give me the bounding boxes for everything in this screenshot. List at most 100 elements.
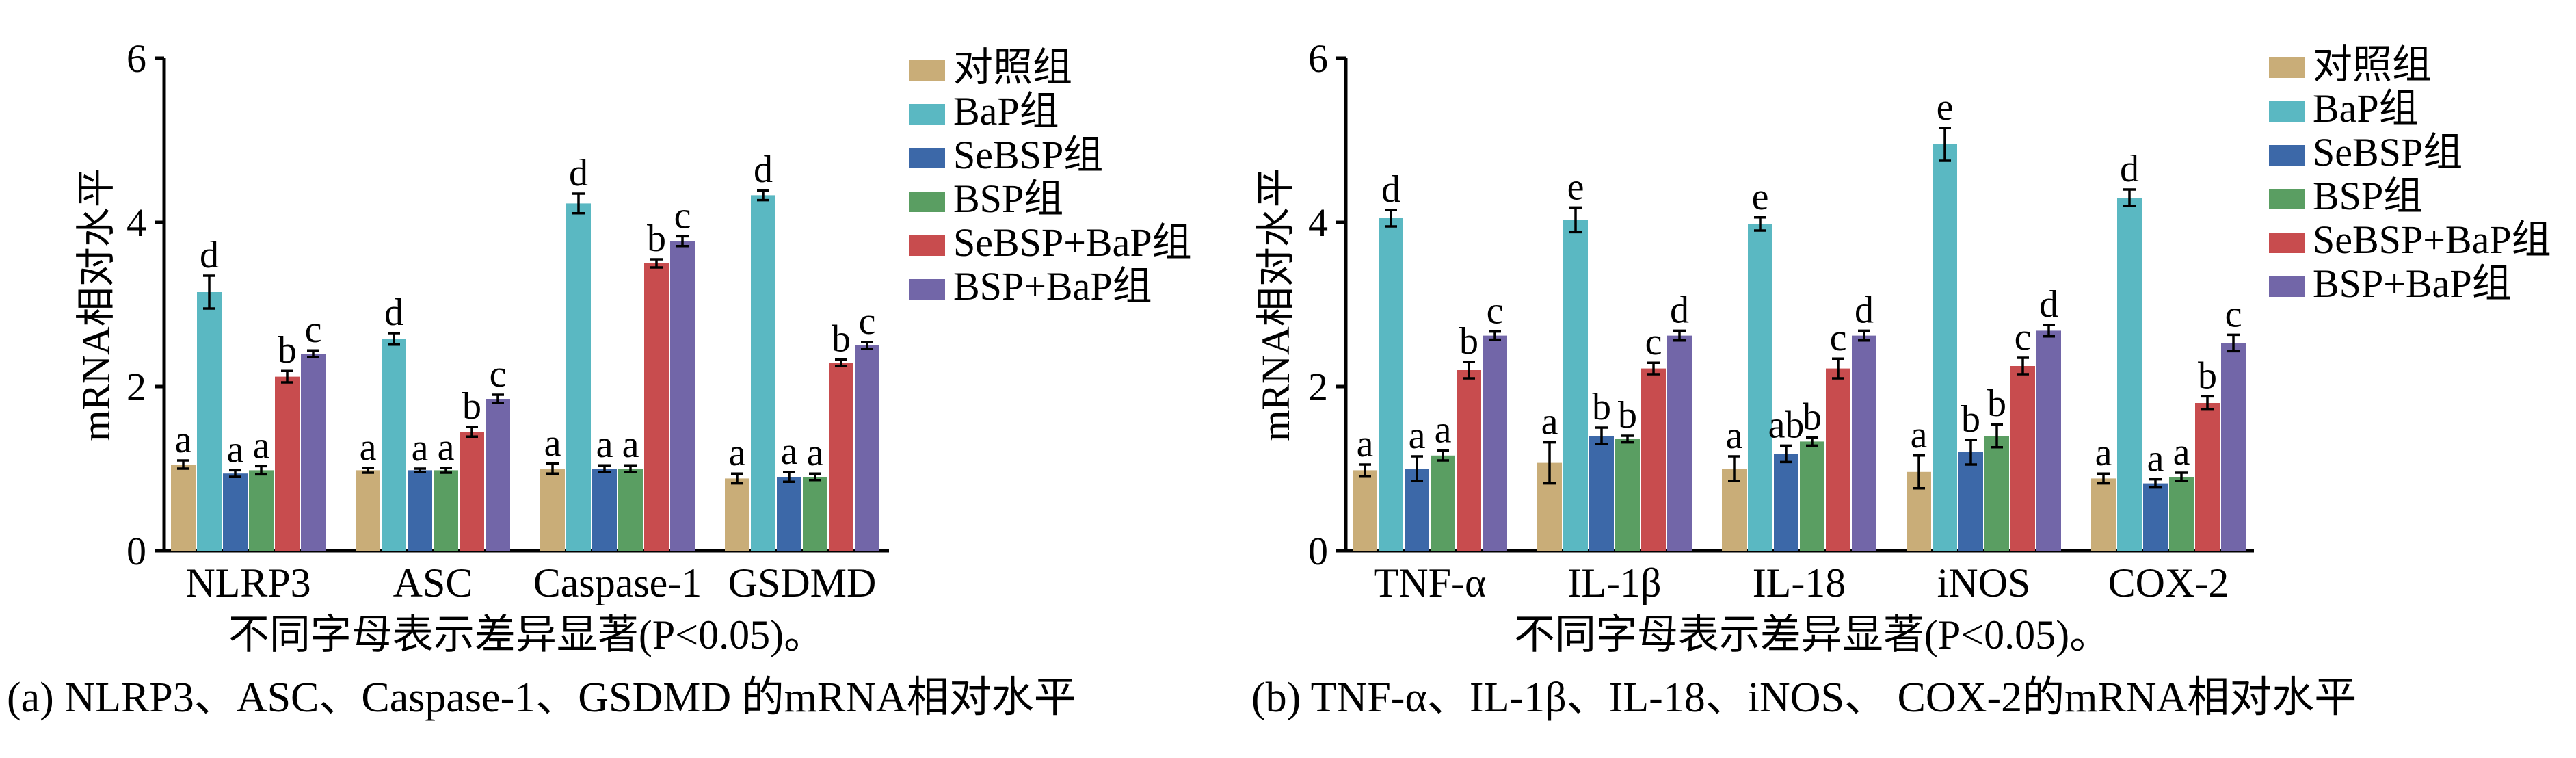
panel-a-significance-letter: a xyxy=(622,423,639,466)
panel-a-significance-letter: a xyxy=(360,426,377,469)
panel-a-legend-swatch xyxy=(909,192,945,212)
panel-a-bar xyxy=(486,399,510,551)
panel-b-bar xyxy=(2169,477,2194,551)
panel-a-bar xyxy=(223,473,248,551)
panel-a-legend-label: 对照组 xyxy=(953,45,1072,90)
panel-b-significance-letter: b xyxy=(1987,382,2006,425)
panel-b-significance-letter: e xyxy=(1937,86,1954,129)
panel-b-legend-label: SeBSP组 xyxy=(2313,130,2462,174)
panel-b-legend-swatch xyxy=(2269,276,2305,297)
panel-a-bar xyxy=(670,241,695,551)
panel-b-significance-letter: a xyxy=(1726,415,1743,457)
panel-a-legend-label: SeBSP+BaP组 xyxy=(953,220,1192,265)
panel-a-caption: (a) NLRP3、ASC、Caspase-1、GSDMD 的mRNA相对水平 xyxy=(7,675,1076,721)
panel-b-legend-swatch xyxy=(2269,233,2305,253)
panel-a-bar xyxy=(171,465,196,551)
panel-b-legend-label: BaP组 xyxy=(2313,86,2419,131)
panel-b-bar xyxy=(2117,198,2142,551)
panel-a-bar xyxy=(618,469,643,551)
panel-b-category-label: COX-2 xyxy=(2108,560,2229,605)
panel-b-bar xyxy=(1615,439,1640,551)
panel-a-legend-swatch xyxy=(909,279,945,300)
panel-a-significance-letter: a xyxy=(175,419,192,461)
panel-b-legend-swatch xyxy=(2269,145,2305,166)
panel-b-significance-letter: a xyxy=(1409,415,1426,457)
panel-b-significance-letter: a xyxy=(2095,432,2112,474)
panel-b-significance-letter: b xyxy=(1961,398,1980,441)
panel-a-significance-letter: a xyxy=(253,424,270,467)
panel-a-significance-letter: a xyxy=(781,430,798,473)
panel-a-significance-letter: b xyxy=(832,317,851,360)
panel-a-bar xyxy=(592,469,617,551)
panel-a-legend-swatch xyxy=(909,60,945,81)
panel-b-legend-label: SeBSP+BaP组 xyxy=(2313,218,2551,262)
panel-a-bar xyxy=(803,477,827,551)
panel-a-significance-letter: c xyxy=(305,309,322,351)
panel-a-bar xyxy=(434,470,458,551)
panel-a-bar xyxy=(382,339,406,551)
panel-b-category-labels: TNF-α IL-1β IL-18 iNOS COX-2 xyxy=(1374,560,2229,605)
panel-b-y-tick-label: 0 xyxy=(1308,529,1328,573)
panel-a-category-labels: NLRP3 ASC Caspase-1 GSDMD xyxy=(185,560,876,605)
panel-b-legend-label: BSP+BaP组 xyxy=(2313,261,2512,306)
panel-a-bar xyxy=(275,376,300,551)
panel-b-significance-letter: a xyxy=(1911,414,1928,456)
panel-a-category-label: GSDMD xyxy=(728,560,877,605)
panel-a-bar xyxy=(777,477,801,551)
panel-a-bar xyxy=(725,478,749,551)
panel-b-significance-letter: d xyxy=(1381,168,1400,211)
panel-a-category-label: ASC xyxy=(393,560,473,605)
panel-b-bar xyxy=(1774,454,1798,551)
panel-a-y-tick-label: 6 xyxy=(127,36,146,81)
panel-b-significance-letter: b xyxy=(2198,354,2217,397)
panel-a-legend-label: BSP组 xyxy=(953,177,1063,221)
panel-b-legend-label: 对照组 xyxy=(2313,42,2432,87)
panel-b-significance-letter: a xyxy=(1541,401,1558,443)
panel-a-significance-letter: b xyxy=(462,385,481,428)
panel-a-bar xyxy=(829,363,853,551)
panel-a-bar xyxy=(197,292,222,551)
panel-b-significance-letter: c xyxy=(1830,317,1847,359)
panel-a-legend-label: SeBSP组 xyxy=(953,133,1103,177)
panel-b-bar xyxy=(2143,483,2168,551)
panel-a-significance-letter: c xyxy=(859,300,876,343)
panel-b-category-label: iNOS xyxy=(1937,560,2031,605)
panel-b-significance-letter: a xyxy=(1357,423,1374,465)
panel-b-bar xyxy=(1984,436,2009,551)
panel-b-y-ticks: 0 2 4 6 xyxy=(1308,36,1346,573)
panel-a-significance-letter: b xyxy=(278,329,297,371)
panel-b-bar xyxy=(1667,335,1692,551)
panel-b-bar xyxy=(1405,469,1429,551)
panel-a-significance-letter: a xyxy=(227,428,244,471)
panel-b-significance-letter: b xyxy=(1618,394,1637,436)
panel-b-significance-letter: e xyxy=(1567,166,1584,208)
panel-b-significance-letter: d xyxy=(2039,283,2058,326)
panel-a-category-label: NLRP3 xyxy=(185,560,310,605)
panel-b-bar xyxy=(2036,330,2061,551)
panel-b-bar xyxy=(1722,469,1747,551)
panel-b-bar xyxy=(1748,224,1772,551)
panel-b-bar xyxy=(1800,441,1824,551)
panel-b-y-axis-label: mRNA相对水平 xyxy=(1253,168,1298,441)
panel-b-bar xyxy=(1589,436,1614,551)
panel-a-significance-letter: c xyxy=(490,353,507,395)
panel-a-bar xyxy=(566,203,591,551)
panel-a-legend-swatch xyxy=(909,148,945,168)
panel-a-legend-label: BSP+BaP组 xyxy=(953,264,1152,309)
panel-b-bar xyxy=(1641,368,1666,551)
panel-b-y-tick-label: 4 xyxy=(1308,200,1328,245)
panel-b-significance-letter: a xyxy=(2147,438,2164,480)
panel-b-significance-letter: c xyxy=(2015,316,2032,358)
panel-b-significance-letter: a xyxy=(2173,431,2190,473)
panel-b-significance-letter: c xyxy=(2225,293,2242,335)
panel-a-significance-letter: a xyxy=(596,423,613,466)
panel-a-bar xyxy=(540,469,565,551)
panel-a-significance-letter: a xyxy=(807,432,824,474)
panel-b-y-tick-label: 6 xyxy=(1308,36,1328,81)
panel-a-significance-letter: d xyxy=(754,148,773,191)
panel-b-significance-letter: a xyxy=(1435,409,1452,452)
panel-a-legend-swatch xyxy=(909,235,945,256)
